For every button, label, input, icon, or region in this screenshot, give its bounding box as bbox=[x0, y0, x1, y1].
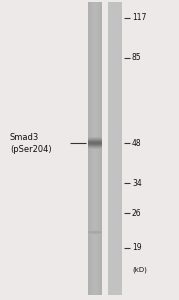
Bar bbox=[100, 2, 101, 295]
Bar bbox=[88, 143, 102, 144]
Bar bbox=[89, 2, 90, 295]
Bar bbox=[88, 2, 89, 295]
Bar bbox=[88, 148, 102, 149]
Text: 117: 117 bbox=[132, 14, 146, 22]
Bar bbox=[88, 140, 102, 141]
Bar bbox=[92, 2, 93, 295]
Bar bbox=[95, 2, 96, 295]
Bar bbox=[91, 2, 92, 295]
Bar bbox=[88, 144, 102, 145]
Text: 26: 26 bbox=[132, 208, 142, 217]
Bar bbox=[99, 2, 100, 295]
Bar bbox=[94, 2, 95, 295]
Bar bbox=[88, 147, 102, 148]
Bar bbox=[93, 2, 94, 295]
Text: 48: 48 bbox=[132, 139, 142, 148]
Bar bbox=[88, 231, 102, 232]
Bar bbox=[88, 137, 102, 138]
Text: (kD): (kD) bbox=[132, 267, 147, 273]
Bar bbox=[88, 145, 102, 146]
Bar bbox=[88, 142, 102, 143]
Text: Smad3: Smad3 bbox=[10, 134, 39, 142]
Bar bbox=[97, 2, 98, 295]
Bar bbox=[98, 2, 99, 295]
Bar bbox=[101, 2, 102, 295]
Bar bbox=[88, 141, 102, 142]
Bar bbox=[88, 139, 102, 140]
Text: 34: 34 bbox=[132, 178, 142, 188]
Text: (pSer204): (pSer204) bbox=[10, 146, 52, 154]
Text: 19: 19 bbox=[132, 244, 142, 253]
Bar bbox=[90, 2, 91, 295]
Bar bbox=[88, 138, 102, 139]
Text: 85: 85 bbox=[132, 53, 142, 62]
Bar bbox=[88, 232, 102, 233]
Bar bbox=[108, 2, 122, 295]
Bar bbox=[88, 146, 102, 147]
Bar bbox=[96, 2, 97, 295]
Bar bbox=[88, 234, 102, 235]
Bar bbox=[88, 233, 102, 234]
Bar bbox=[88, 230, 102, 231]
